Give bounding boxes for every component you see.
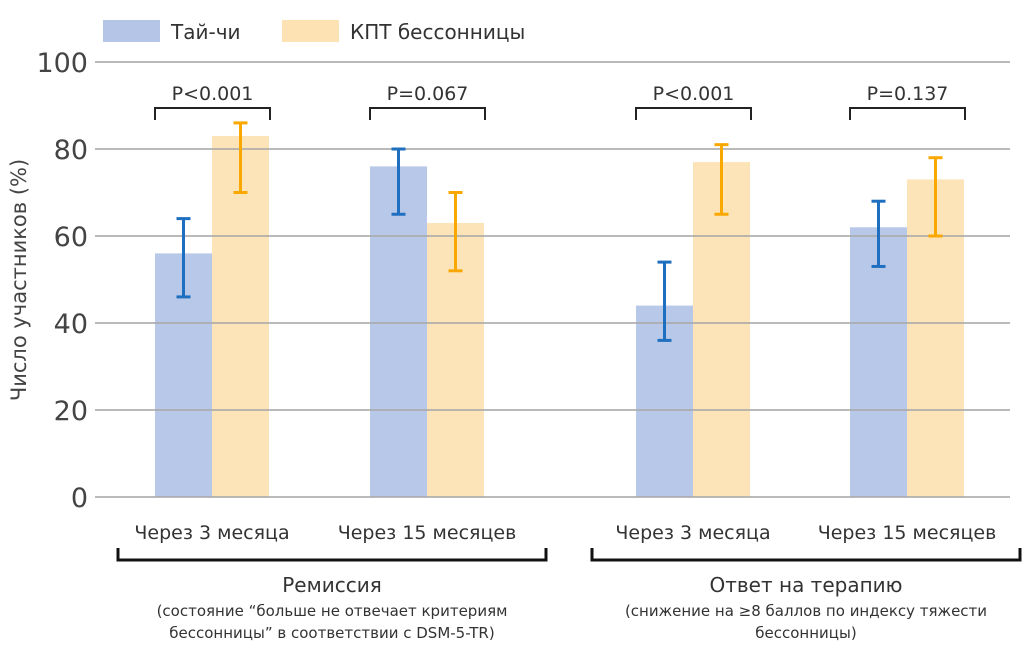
group-note: бессонницы” в соответствии с DSM-5-TR) <box>169 624 494 642</box>
x-tick-label: Через 15 месяцев <box>338 522 517 544</box>
p-value-label: P<0.001 <box>653 83 735 105</box>
y-tick-label: 80 <box>54 135 88 166</box>
x-tick-label: Через 15 месяцев <box>818 522 997 544</box>
legend-label: Тай-чи <box>170 20 241 44</box>
significance-bracket <box>635 107 752 120</box>
group-title: Ответ на терапию <box>710 573 903 597</box>
p-value-label: P<0.001 <box>172 83 254 105</box>
x-tick-label: Через 3 месяца <box>615 522 770 544</box>
legend-swatch <box>282 20 339 42</box>
group-note: (состояние “больше не отвечает критериям <box>157 602 508 620</box>
x-tick-label: Через 3 месяца <box>134 522 289 544</box>
y-tick-label: 40 <box>54 309 88 340</box>
bar <box>693 162 750 498</box>
bar <box>850 227 907 498</box>
y-tick-label: 0 <box>71 483 88 514</box>
legend-swatch <box>103 20 160 42</box>
significance-bracket <box>369 107 486 120</box>
bar <box>212 135 269 497</box>
group-note: бессонницы) <box>755 624 856 642</box>
y-tick-label: 60 <box>54 222 88 253</box>
y-tick-label: 20 <box>54 396 88 427</box>
group-title: Ремиссия <box>282 573 381 597</box>
group-bracket <box>590 548 1022 562</box>
p-value-label: P=0.137 <box>867 83 949 105</box>
p-value-label: P=0.067 <box>387 83 469 105</box>
significance-bracket <box>849 107 966 120</box>
y-axis-label: Число участников (%) <box>7 159 31 401</box>
group-bracket <box>116 548 548 562</box>
group-note: (снижение на ≥8 баллов по индексу тяжест… <box>625 602 987 620</box>
significance-bracket <box>154 107 271 120</box>
y-tick-label: 100 <box>36 48 88 79</box>
bar <box>370 166 427 497</box>
legend-label: КПТ бессонницы <box>350 20 525 44</box>
